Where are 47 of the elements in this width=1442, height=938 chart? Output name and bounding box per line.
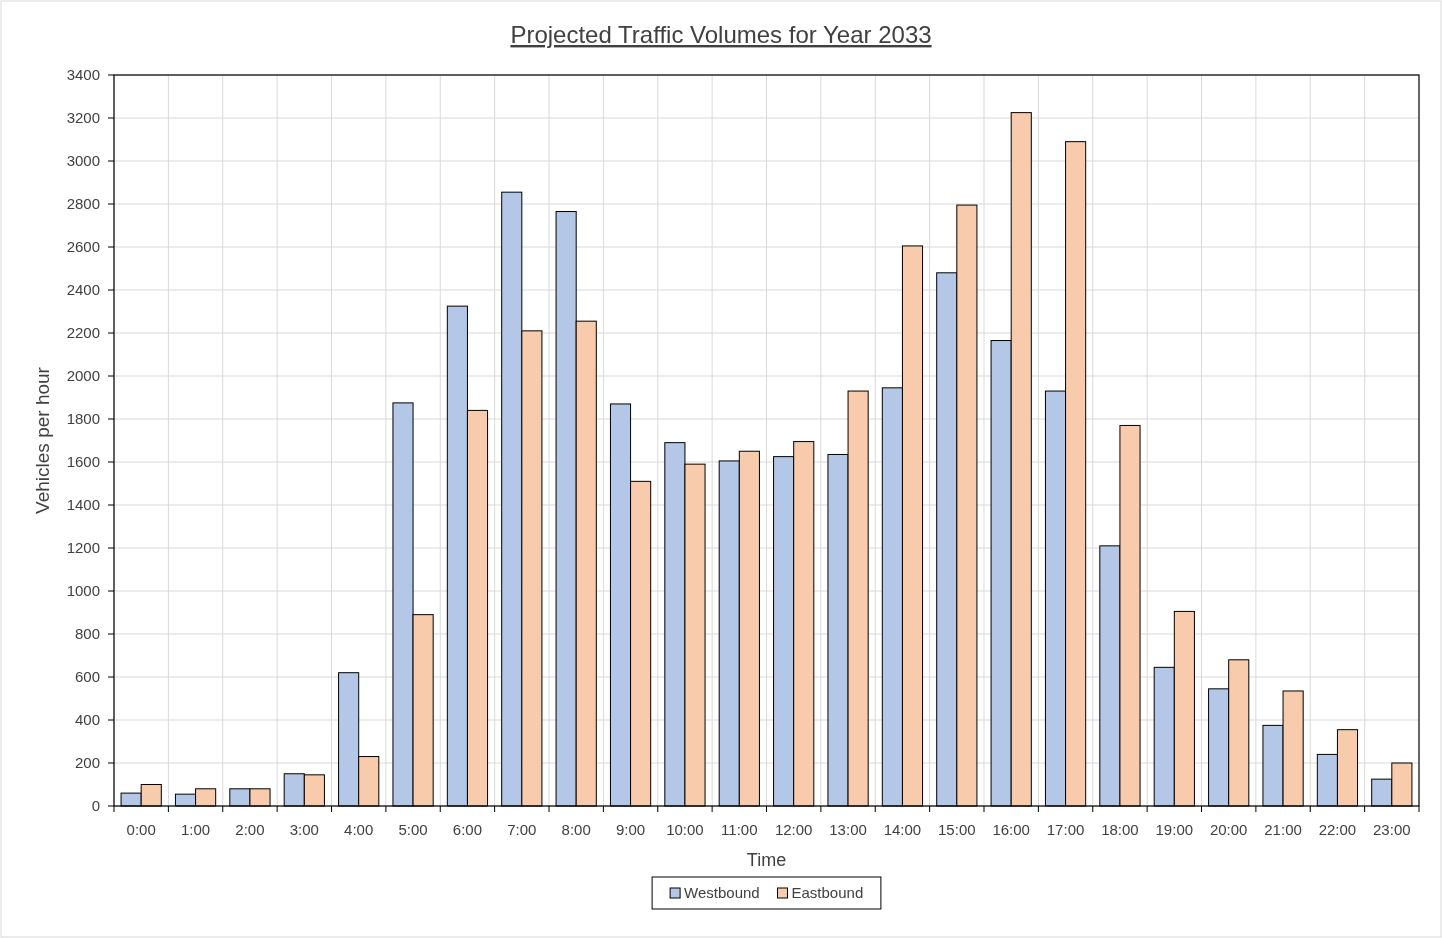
x-tick-label: 13:00 <box>829 821 867 838</box>
x-tick-label: 23:00 <box>1373 821 1411 838</box>
x-tick-label: 1:00 <box>180 821 211 838</box>
y-tick-label: 1600 <box>66 453 100 470</box>
y-tick-label: 200 <box>74 754 100 771</box>
y-tick-label: 2600 <box>66 238 100 255</box>
y-tick-label: 3400 <box>66 66 100 83</box>
x-tick-label: 16:00 <box>992 821 1030 838</box>
x-tick-label: 5:00 <box>398 821 428 838</box>
y-tick-label: 400 <box>74 711 100 728</box>
x-axis-title: Time <box>746 850 787 870</box>
x-tick-label: 19:00 <box>1155 821 1194 838</box>
x-tick-label: 9:00 <box>615 821 646 838</box>
y-tick-label: 2800 <box>66 195 100 212</box>
y-tick-label: 800 <box>74 625 100 642</box>
y-tick-label: 1200 <box>66 539 100 556</box>
x-tick-label: 17:00 <box>1046 821 1085 838</box>
x-tick-label: 11:00 <box>721 821 758 838</box>
y-tick-label: 1000 <box>66 582 100 599</box>
y-tick-label: 600 <box>74 668 100 685</box>
y-tick-label: 1400 <box>66 496 100 513</box>
x-tick-label: 7:00 <box>507 821 537 838</box>
x-tick-label: 22:00 <box>1318 821 1357 838</box>
y-tick-label: 3000 <box>66 152 100 169</box>
y-tick-label: 1800 <box>66 410 100 427</box>
legend-label: Westbound <box>684 884 760 901</box>
y-axis-title: Vehicles per hour <box>32 366 53 514</box>
x-tick-label: 12:00 <box>774 821 813 838</box>
y-tick-label: 2200 <box>66 324 100 341</box>
x-tick-label: 4:00 <box>344 821 374 838</box>
x-tick-label: 2:00 <box>235 821 265 838</box>
chart-title: Projected Traffic Volumes for Year 2033 <box>510 21 932 48</box>
legend-label: Eastbound <box>791 884 864 901</box>
x-tick-label: 3:00 <box>289 821 319 838</box>
x-tick-label: 21:00 <box>1264 821 1302 838</box>
y-tick-label: 2400 <box>66 281 100 298</box>
x-tick-label: 14:00 <box>883 821 922 838</box>
x-tick-label: 20:00 <box>1209 821 1248 838</box>
x-tick-label: 18:00 <box>1101 821 1139 838</box>
x-tick-label: 0:00 <box>126 821 156 838</box>
x-tick-label: 15:00 <box>938 821 976 838</box>
x-tick-label: 10:00 <box>666 821 704 838</box>
y-tick-label: 0 <box>91 797 100 814</box>
y-tick-label: 2000 <box>66 367 100 384</box>
x-tick-label: 8:00 <box>561 821 591 838</box>
x-tick-label: 6:00 <box>452 821 483 838</box>
y-tick-label: 3200 <box>66 109 100 126</box>
